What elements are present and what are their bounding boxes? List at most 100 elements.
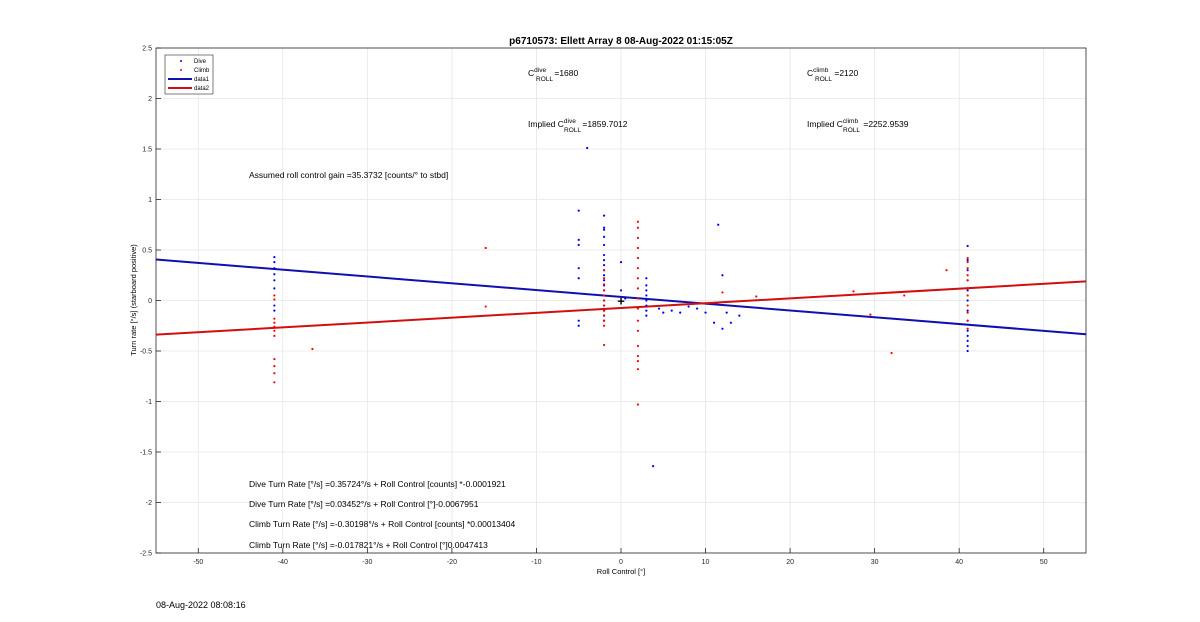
- dive-point: [577, 267, 580, 270]
- climb-point: [602, 324, 606, 327]
- y-tick-label: 1.5: [142, 147, 152, 154]
- dive-point: [602, 243, 606, 247]
- x-tick-label: -20: [447, 559, 457, 566]
- dive-point: [966, 259, 969, 262]
- climb-point: [636, 267, 640, 270]
- dive-point: [662, 311, 665, 314]
- climb-point: [636, 236, 640, 239]
- y-tick-label: -1: [146, 399, 152, 406]
- x-tick-label: 50: [1040, 559, 1048, 566]
- dive-point: [966, 244, 969, 248]
- gain-annotation: Assumed roll control gain =35.3732 [coun…: [249, 170, 448, 180]
- x-axis-label: Roll Control [°]: [597, 567, 645, 576]
- dive-point: [712, 321, 716, 324]
- dive-point: [652, 465, 655, 468]
- data-points: [273, 146, 969, 468]
- dive-point: [273, 279, 276, 282]
- climb-point: [273, 365, 276, 368]
- dive-point: [602, 253, 606, 257]
- climb-point: [636, 344, 640, 348]
- dive-point: [273, 287, 276, 290]
- dive-point: [586, 146, 589, 150]
- climb-point: [636, 246, 640, 250]
- dive-point: [577, 238, 580, 241]
- implied-climb-annotation: Implied Cclimb ROLL =2252.9539: [807, 118, 909, 134]
- dive-point: [602, 214, 606, 217]
- legend-data1-label: data1: [194, 77, 210, 83]
- dive-point: [273, 261, 276, 264]
- dive-point: [624, 297, 627, 300]
- climb-point: [311, 347, 314, 351]
- climb-point: [636, 256, 640, 260]
- dive-point: [966, 269, 969, 272]
- footer-timestamp: 08-Aug-2022 08:08:16: [156, 600, 246, 610]
- climb-point: [966, 267, 969, 270]
- dive-point: [602, 228, 606, 231]
- dive-point: [657, 307, 661, 310]
- dive-point: [602, 226, 606, 229]
- climb-point: [755, 295, 758, 298]
- dive-point: [738, 314, 741, 317]
- climb-point: [273, 329, 276, 332]
- x-tick-label: 0: [619, 559, 623, 566]
- dive-point: [966, 309, 969, 312]
- dive-point: [619, 289, 623, 292]
- dive-point: [577, 243, 580, 247]
- climb-point: [721, 291, 724, 294]
- climb-point: [966, 311, 969, 314]
- climb-point: [602, 283, 606, 286]
- legend-dive-marker: [180, 60, 182, 62]
- y-tick-label: 2: [148, 96, 152, 103]
- climb-point: [273, 372, 276, 375]
- x-tick-label: -40: [278, 559, 288, 566]
- dive-point: [645, 277, 648, 280]
- dive-point: [721, 274, 724, 277]
- dive-point: [645, 284, 648, 287]
- climb-point: [966, 274, 969, 277]
- climb-point: [966, 327, 969, 330]
- y-axis-label: Turn rate [°/s] (starboard positive): [129, 244, 138, 356]
- dive-point: [966, 344, 969, 348]
- climb-point: [966, 304, 969, 307]
- climb-point: [273, 298, 276, 301]
- dive-point: [966, 349, 969, 353]
- fit-equation-3: Climb Turn Rate [°/s] =-0.30198°/s + Rol…: [249, 519, 515, 529]
- dive-point: [717, 223, 720, 226]
- x-tick-label: 40: [955, 559, 963, 566]
- dive-point: [645, 294, 648, 297]
- climb-point: [636, 220, 640, 223]
- dive-point: [687, 305, 690, 308]
- dive-point: [273, 304, 276, 307]
- y-tick-label: -2.5: [140, 551, 152, 558]
- dive-point: [645, 299, 648, 302]
- climb-point: [602, 319, 606, 322]
- dive-point: [273, 255, 276, 259]
- y-tick-label: 0.5: [142, 248, 152, 255]
- fit-lines: [155, 258, 1087, 336]
- climb-point: [966, 294, 969, 297]
- dive-point: [619, 261, 623, 264]
- climb-point: [602, 314, 606, 317]
- climb-point: [273, 325, 276, 328]
- c-climb-annotation: Cclimb ROLL =2120: [807, 67, 859, 83]
- climb-point: [636, 277, 640, 280]
- dive-point: [679, 311, 682, 314]
- y-tick-label: 1: [148, 197, 152, 204]
- y-tick-label: -1.5: [140, 450, 152, 457]
- climb-point: [636, 287, 640, 290]
- climb-point: [869, 313, 872, 316]
- dive-point: [577, 277, 580, 280]
- climb-point: [484, 246, 487, 250]
- climb-point: [890, 351, 893, 355]
- climb-point: [484, 305, 487, 308]
- climb-point: [273, 294, 276, 297]
- dive-point: [602, 264, 606, 267]
- dive-point: [966, 334, 969, 337]
- dive-point: [602, 259, 606, 262]
- center-plus-marker: +: [617, 294, 625, 309]
- dive-point: [273, 309, 276, 312]
- legend-climb-marker: [180, 69, 182, 71]
- legend: Dive Climb data1 data2: [164, 54, 214, 95]
- fit-line-data2: [155, 280, 1087, 336]
